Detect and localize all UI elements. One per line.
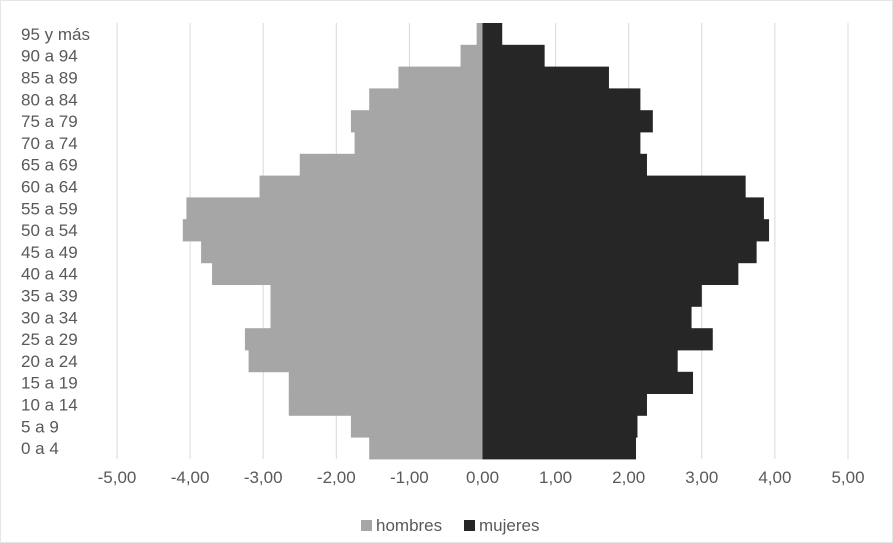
x-tick-label: 3,00 — [685, 468, 718, 487]
bar-hombres — [212, 262, 483, 285]
x-tick-label: 1,00 — [539, 468, 572, 487]
bar-hombres — [350, 415, 483, 438]
bar-mujeres — [482, 262, 739, 285]
bar-mujeres — [482, 241, 757, 264]
category-label: 10 a 14 — [21, 396, 78, 415]
bar-hombres — [350, 110, 483, 133]
category-label: 75 a 79 — [21, 112, 78, 131]
bar-hombres — [270, 306, 483, 329]
category-label: 30 a 34 — [21, 308, 78, 327]
category-label: 0 a 4 — [21, 439, 59, 458]
bar-hombres — [201, 241, 483, 264]
category-label: 45 a 49 — [21, 243, 78, 262]
bar-mujeres — [482, 415, 638, 438]
bar-hombres — [369, 437, 483, 460]
bar-mujeres — [482, 371, 694, 394]
x-tick-labels: -5,00 -4,00 -3,00 -2,00 -1,00 0,00 1,00 2,00 3,0… — [98, 468, 865, 487]
x-tick-label: -4,00 — [171, 468, 210, 487]
category-label: 20 a 24 — [21, 352, 78, 371]
bar-hombres — [270, 284, 483, 307]
bar-mujeres — [482, 23, 503, 46]
bar-mujeres — [482, 110, 653, 133]
category-label: 80 a 84 — [21, 90, 78, 109]
legend-swatch-hombres — [361, 520, 372, 531]
x-tick-label: 5,00 — [831, 468, 864, 487]
x-tick-label: 0,00 — [466, 468, 499, 487]
category-label: 40 a 44 — [21, 265, 78, 284]
category-label: 70 a 74 — [21, 134, 78, 153]
bar-mujeres — [482, 328, 713, 351]
bar-hombres — [288, 393, 483, 416]
bar-hombres — [398, 66, 483, 89]
category-label: 5 a 9 — [21, 417, 59, 436]
bar-mujeres — [482, 350, 678, 373]
bar-mujeres — [482, 153, 647, 176]
bar-hombres — [244, 328, 483, 351]
bar-mujeres — [482, 284, 702, 307]
bars — [182, 23, 770, 460]
category-label: 90 a 94 — [21, 47, 78, 66]
category-label: 60 a 64 — [21, 178, 78, 197]
category-label: 85 a 89 — [21, 69, 78, 88]
bar-mujeres — [482, 132, 641, 155]
x-tick-label: 2,00 — [612, 468, 645, 487]
category-label: 55 a 59 — [21, 199, 78, 218]
bar-hombres — [369, 88, 483, 111]
x-tick-label: 4,00 — [758, 468, 791, 487]
bar-mujeres — [482, 175, 746, 198]
bar-hombres — [259, 175, 483, 198]
category-label: 15 a 19 — [21, 374, 78, 393]
bar-hombres — [248, 350, 483, 373]
legend-label-mujeres: mujeres — [479, 516, 539, 535]
bar-mujeres — [482, 393, 647, 416]
bar-mujeres — [482, 219, 770, 242]
category-labels: 0 a 4 5 a 9 10 a 14 15 a 19 20 a 24 25 a 29 30… — [21, 25, 90, 458]
bar-hombres — [460, 44, 483, 67]
bar-hombres — [354, 132, 483, 155]
category-label: 50 a 54 — [21, 221, 78, 240]
x-tick-label: -2,00 — [317, 468, 356, 487]
x-tick-label: -3,00 — [244, 468, 283, 487]
bar-hombres — [186, 197, 483, 220]
category-label: 65 a 69 — [21, 156, 78, 175]
bar-mujeres — [482, 66, 609, 89]
bar-hombres — [182, 219, 483, 242]
x-tick-label: -1,00 — [390, 468, 429, 487]
bar-hombres — [299, 153, 483, 176]
bar-mujeres — [482, 306, 692, 329]
x-tick-label: -5,00 — [98, 468, 137, 487]
legend-label-hombres: hombres — [376, 516, 442, 535]
bar-hombres — [476, 23, 483, 46]
bar-hombres — [288, 371, 483, 394]
bar-mujeres — [482, 197, 764, 220]
legend-swatch-mujeres — [464, 520, 475, 531]
bar-mujeres — [482, 437, 637, 460]
legend: hombres mujeres — [361, 516, 539, 535]
category-label: 35 a 39 — [21, 287, 78, 306]
category-label: 95 y más — [21, 25, 90, 44]
bar-mujeres — [482, 88, 641, 111]
bar-mujeres — [482, 44, 545, 67]
category-label: 25 a 29 — [21, 330, 78, 349]
